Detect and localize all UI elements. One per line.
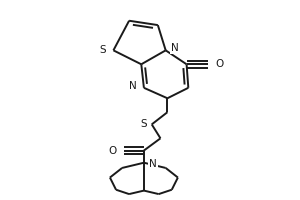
Text: O: O — [109, 146, 117, 156]
Text: N: N — [149, 159, 157, 169]
Text: N: N — [129, 81, 137, 91]
Text: N: N — [171, 43, 179, 53]
Text: O: O — [215, 59, 223, 69]
Text: S: S — [141, 119, 147, 129]
Text: S: S — [100, 45, 106, 55]
